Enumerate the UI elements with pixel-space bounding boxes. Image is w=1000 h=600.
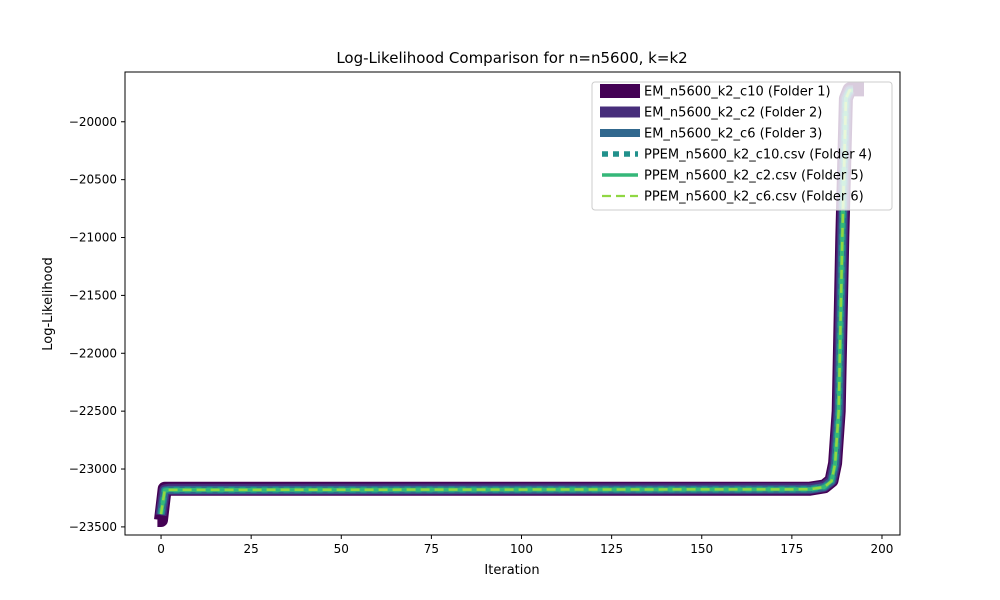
y-tick-label: −22000 <box>69 346 117 360</box>
x-tick-label: 125 <box>600 542 623 556</box>
x-tick-label: 25 <box>244 542 259 556</box>
x-axis-ticks: 0 25 50 75 100 125 150 175 200 <box>157 535 893 556</box>
legend: EM_n5600_k2_c10 (Folder 1) EM_n5600_k2_c2… <box>591 81 893 211</box>
x-tick-label: 75 <box>424 542 439 556</box>
legend-label: PPEM_n5600_k2_c6.csv (Folder 6) <box>644 190 864 205</box>
x-tick-label: 175 <box>780 542 803 556</box>
plot-frame <box>124 71 901 536</box>
y-tick-label: −23000 <box>69 462 117 476</box>
x-tick-label: 200 <box>871 542 894 556</box>
chart-title: Log-Likelihood Comparison for n=n5600, k… <box>336 49 687 67</box>
legend-swatch <box>600 129 640 137</box>
y-tick-label: −20000 <box>69 115 117 129</box>
x-tick-label: 150 <box>690 542 713 556</box>
legend-box <box>591 81 893 211</box>
x-tick-label: 0 <box>157 542 165 556</box>
legend-label: EM_n5600_k2_c6 (Folder 3) <box>644 127 822 142</box>
y-tick-label: −22500 <box>69 404 117 418</box>
x-tick-label: 50 <box>334 542 349 556</box>
legend-label: PPEM_n5600_k2_c2.csv (Folder 5) <box>644 169 864 184</box>
y-axis-label: Log-Likelihood <box>41 257 56 350</box>
legend-swatch <box>600 106 640 118</box>
y-tick-label: −21000 <box>69 231 117 245</box>
legend-label: EM_n5600_k2_c10 (Folder 1) <box>644 85 831 100</box>
y-axis-ticks: −20000 −20500 −21000 −21500 −22000 −22500 −230… <box>69 115 125 534</box>
y-tick-label: −21500 <box>69 288 117 302</box>
y-tick-label: −20500 <box>69 173 117 187</box>
y-tick-label: −23500 <box>69 520 117 534</box>
x-axis-label: Iteration <box>484 563 539 578</box>
legend-label: EM_n5600_k2_c2 (Folder 2) <box>644 106 822 121</box>
legend-label: PPEM_n5600_k2_c10.csv (Folder 4) <box>644 148 872 163</box>
legend-swatch <box>600 84 640 98</box>
series-line-6 <box>159 89 854 515</box>
x-tick-label: 100 <box>510 542 533 556</box>
